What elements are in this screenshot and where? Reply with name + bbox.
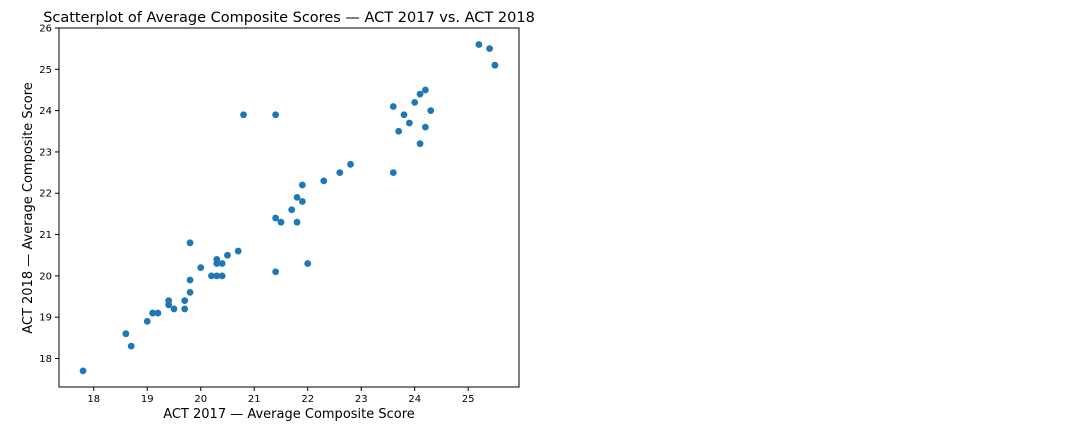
x-tick-label: 19 xyxy=(141,394,154,405)
x-tick-label: 18 xyxy=(87,394,100,405)
x-axis-label: ACT 2017 — Average Composite Score xyxy=(163,407,415,422)
data-point xyxy=(224,251,231,259)
x-tick-label: 24 xyxy=(408,394,421,405)
data-point xyxy=(240,111,247,119)
data-point xyxy=(416,140,424,148)
x-tick-label: 21 xyxy=(248,394,261,405)
data-point xyxy=(320,177,328,185)
data-point xyxy=(272,268,280,276)
data-point xyxy=(288,206,296,214)
data-point xyxy=(272,111,280,119)
data-point xyxy=(213,255,221,263)
data-point xyxy=(197,264,205,272)
y-tick-label: 20 xyxy=(39,271,52,282)
data-point xyxy=(234,247,242,255)
data-point xyxy=(272,214,280,222)
data-point xyxy=(181,305,189,313)
y-tick-label: 25 xyxy=(39,65,52,76)
data-point xyxy=(416,90,424,98)
data-point xyxy=(304,260,312,267)
data-point xyxy=(186,239,194,247)
data-point xyxy=(427,107,435,115)
x-tick-label: 23 xyxy=(355,394,368,405)
data-point xyxy=(79,367,87,375)
y-tick-label: 22 xyxy=(39,189,52,200)
data-point xyxy=(293,193,301,201)
data-point xyxy=(218,272,226,280)
data-point xyxy=(336,169,344,176)
data-point xyxy=(298,198,306,205)
y-tick-label: 21 xyxy=(39,230,52,241)
data-point xyxy=(186,288,194,296)
data-point xyxy=(347,160,354,168)
data-point xyxy=(143,317,151,325)
data-point xyxy=(491,61,499,69)
data-point xyxy=(170,305,178,313)
data-point xyxy=(389,103,397,110)
data-point xyxy=(127,342,135,350)
data-point xyxy=(421,123,429,131)
y-tick-label: 26 xyxy=(39,24,52,35)
data-point xyxy=(186,276,194,284)
x-tick-label: 22 xyxy=(301,394,314,405)
x-tick-label: 20 xyxy=(194,394,207,405)
y-tick-label: 18 xyxy=(39,354,52,365)
data-points xyxy=(79,41,499,375)
data-point xyxy=(165,297,173,305)
x-axis-ticks: 18 19 20 21 22 23 24 25 xyxy=(87,387,475,405)
data-point xyxy=(213,272,221,280)
data-point xyxy=(389,169,397,176)
y-tick-label: 23 xyxy=(39,147,52,158)
data-point xyxy=(154,309,162,317)
data-point xyxy=(298,181,306,189)
y-tick-label: 24 xyxy=(39,106,52,117)
data-point xyxy=(277,218,285,226)
data-point xyxy=(405,119,413,127)
data-point xyxy=(208,272,215,280)
data-point xyxy=(122,330,130,338)
y-axis-ticks: 18 19 20 21 22 23 24 25 26 xyxy=(39,24,59,365)
data-point xyxy=(486,45,493,53)
data-point xyxy=(475,41,483,48)
data-point xyxy=(421,86,429,94)
data-point xyxy=(218,260,226,267)
chart-title: Scatterplot of Average Composite Scores … xyxy=(43,10,535,26)
data-point xyxy=(149,309,157,317)
y-tick-label: 19 xyxy=(39,313,52,324)
data-point xyxy=(181,297,189,305)
data-point xyxy=(400,111,408,119)
x-tick-label: 25 xyxy=(462,394,475,405)
data-point xyxy=(293,218,301,226)
data-point xyxy=(395,127,403,135)
data-point xyxy=(411,98,419,106)
plot-area-frame xyxy=(58,27,520,388)
y-axis-label: ACT 2018 — Average Composite Score xyxy=(21,82,36,334)
